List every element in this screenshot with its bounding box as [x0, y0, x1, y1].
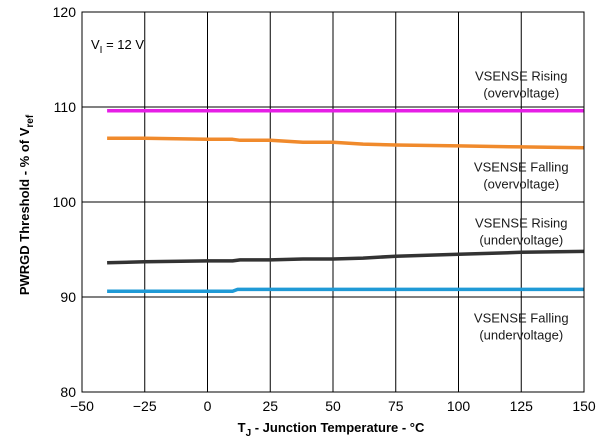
x-tick-labels: −50 −25 0 25 50 75 100 125 150: [70, 398, 596, 414]
condition-main: V: [91, 37, 100, 52]
series-line-vsense-falling-undervoltage: [107, 287, 584, 294]
x-tick-label: 150: [572, 398, 596, 414]
x-axis-title-sub: J: [246, 428, 252, 439]
condition-label: VI = 12 V: [91, 37, 144, 56]
x-axis-title-main: T: [238, 420, 246, 435]
series-annotation-line1: VSENSE Rising: [475, 216, 567, 231]
y-axis-title: PWRGD Threshold - % of Vref: [17, 114, 36, 295]
series-annotation-line1: VSENSE Falling: [474, 160, 569, 175]
x-tick-label: 75: [388, 398, 404, 414]
y-axis-title-sub: ref: [25, 114, 36, 127]
x-tick-label: 0: [204, 398, 212, 414]
x-tick-label: 100: [447, 398, 471, 414]
x-tick-label: 125: [510, 398, 534, 414]
series-annotation-line2: (undervoltage): [479, 328, 563, 343]
condition-sub: I: [100, 45, 103, 56]
y-axis-title-main: PWRGD Threshold - % of V: [17, 127, 32, 295]
plot-frame: [81, 11, 585, 393]
y-tick-label: 120: [53, 4, 77, 20]
series-annotation-line1: VSENSE Rising: [475, 68, 567, 83]
y-tick-label: 80: [60, 384, 76, 400]
y-tick-label: 110: [54, 99, 77, 115]
series-annotation-line2: (overvoltage): [483, 85, 559, 100]
grid-lines: [82, 12, 584, 392]
x-tick-label: 25: [262, 398, 278, 414]
y-tick-label: 90: [60, 289, 76, 305]
y-tick-labels: 80 90 100 110 120: [53, 4, 77, 400]
x-tick-label: 50: [325, 398, 341, 414]
condition-rest: = 12 V: [102, 37, 144, 52]
series-annotation-line1: VSENSE Falling: [474, 311, 569, 326]
y-tick-label: 100: [53, 194, 77, 210]
x-tick-label: −25: [133, 398, 157, 414]
x-tick-label: −50: [70, 398, 94, 414]
series-line-vsense-falling-overvoltage: [107, 136, 585, 150]
series-lines: [107, 109, 585, 294]
series-line-vsense-rising-undervoltage: [107, 249, 585, 265]
x-axis-title: TJ - Junction Temperature - °C: [238, 420, 425, 439]
series-annotations: VSENSE Rising (overvoltage) VSENSE Falling…: [474, 68, 569, 342]
series-annotation-line2: (overvoltage): [483, 177, 559, 192]
x-axis-title-rest: - Junction Temperature - °C: [251, 420, 425, 435]
series-annotation-line2: (undervoltage): [479, 233, 563, 248]
